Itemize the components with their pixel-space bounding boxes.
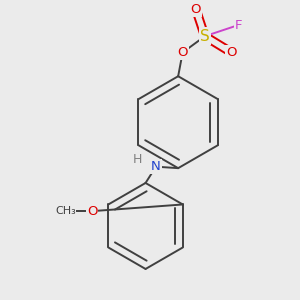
Text: F: F — [235, 19, 243, 32]
Text: O: O — [226, 46, 237, 59]
Text: S: S — [200, 29, 210, 44]
Text: CH₃: CH₃ — [55, 206, 76, 216]
Text: O: O — [177, 46, 188, 59]
Text: O: O — [87, 205, 98, 218]
Text: N: N — [151, 160, 161, 173]
Text: O: O — [191, 3, 201, 16]
Text: H: H — [133, 153, 142, 167]
